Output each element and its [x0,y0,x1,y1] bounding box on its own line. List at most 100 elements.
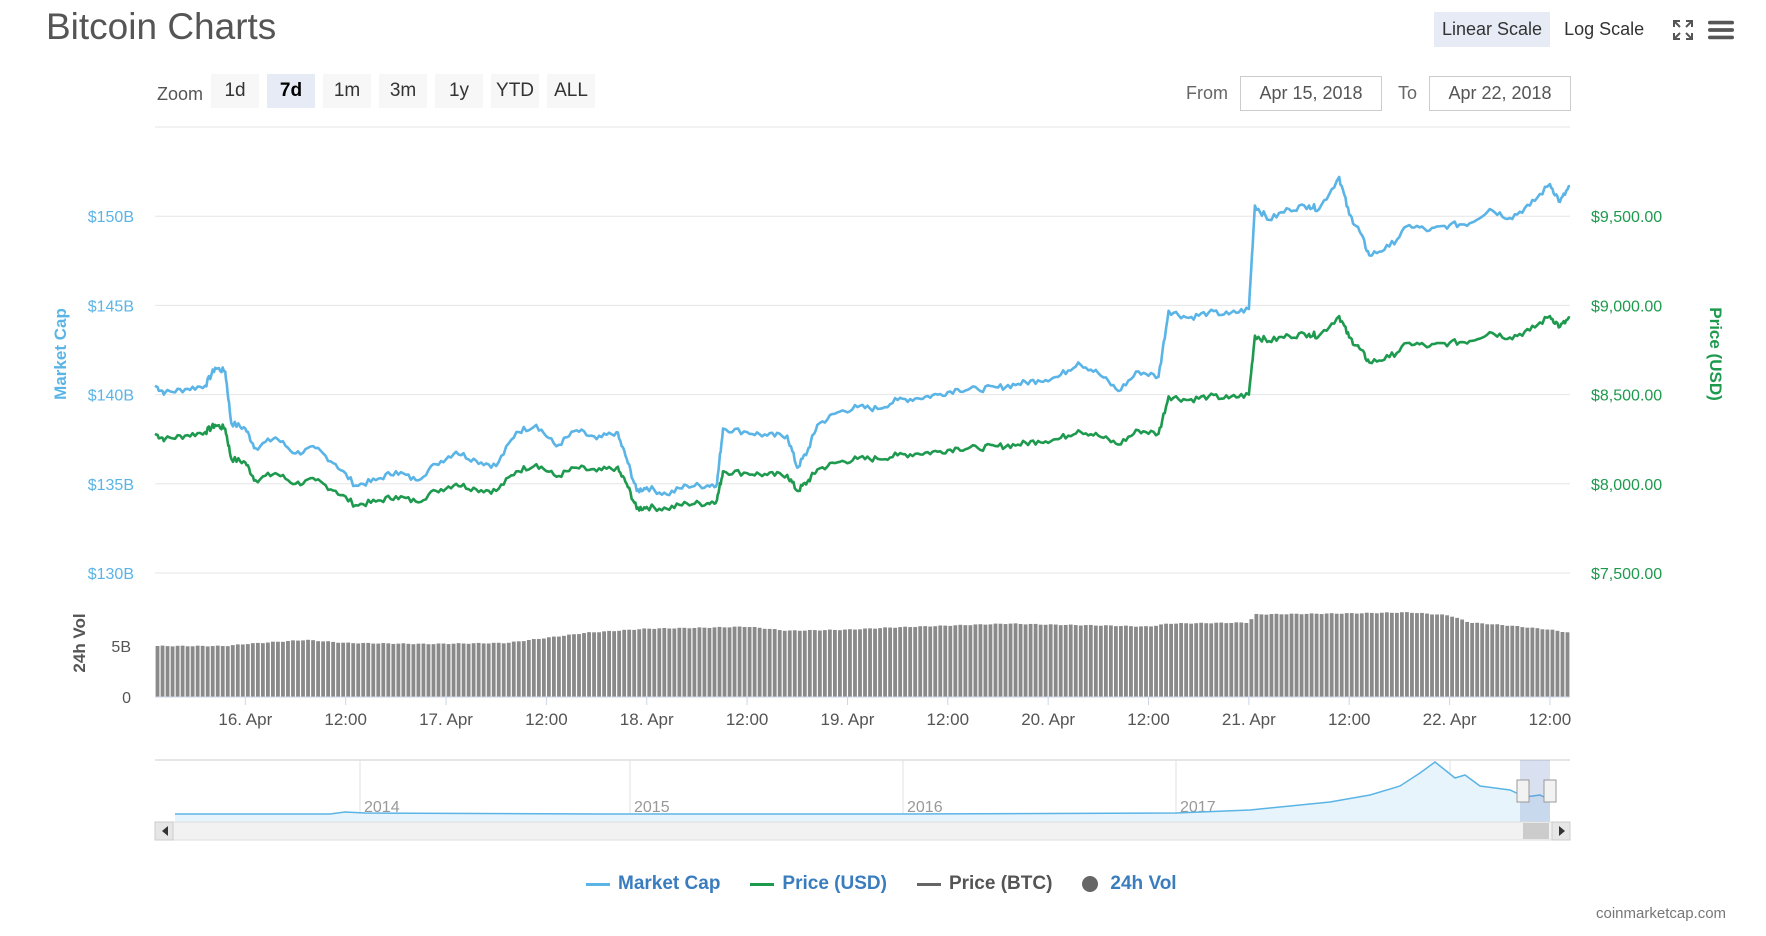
volume-bar [1204,623,1209,697]
navigator-handle-right [1543,779,1557,803]
y-left-tick-label: $135B [88,477,134,494]
zoom-1m-button[interactable]: 1m [323,74,372,108]
volume-bar [762,628,767,697]
volume-bar [1440,614,1444,697]
volume-bar [1420,612,1424,697]
fullscreen-icon[interactable] [1670,17,1696,43]
volume-bar [612,631,617,697]
scroll-left-icon [162,826,168,836]
volume-bar [807,629,812,697]
volume-bar [1224,623,1229,697]
volume-bar [1530,627,1535,697]
legend-line-market-cap [586,882,610,886]
volume-bar [1535,628,1540,697]
volume-bar [767,628,772,697]
volume-bar [271,641,275,697]
volume-bar [592,632,596,697]
menu-icon[interactable] [1708,17,1735,43]
volume-bar [446,644,451,697]
x-tick-label: 12:00 [927,710,970,729]
volume-bar [1189,623,1194,697]
volume-bar [1465,621,1470,697]
volume-bar [230,645,235,697]
volume-bar [712,627,717,697]
volume-bar [361,642,366,697]
volume-bar [200,645,205,697]
volume-bar [351,643,356,697]
to-date-input[interactable]: Apr 22, 2018 [1429,76,1572,111]
volume-bar [717,626,722,697]
source-credit[interactable]: coinmarketcap.com [1596,905,1727,922]
volume-bar [797,630,802,697]
volume-bar [496,642,501,697]
volume-bar [692,627,697,697]
volume-bar [1349,613,1354,697]
volume-bar [898,627,903,697]
volume-bar [1139,626,1143,697]
y-left-axis-title: Market Cap [51,308,70,400]
from-date-input[interactable]: Apr 15, 2018 [1240,76,1382,111]
volume-bar [667,628,672,697]
zoom-ytd-button[interactable]: YTD [491,74,540,108]
volume-bar [1078,625,1083,697]
volume-bar [1119,626,1123,697]
legend-label-24h-vol: 24h Vol [1110,873,1177,894]
y-left-tick-label: $140B [88,388,134,405]
volume-bar [792,630,797,697]
volume-bar [1470,622,1475,697]
volume-bar [431,644,436,697]
volume-bar [1038,624,1043,697]
legend-line-price-btc [916,882,941,886]
legend-price-btc[interactable]: Price (BTC) [916,873,1052,895]
volume-bar [757,627,762,697]
volume-bar [421,643,426,697]
volume-bar [1209,623,1214,697]
volume-bar [848,629,852,697]
y-right-tick-label: $9,000.00 [1591,298,1662,315]
volume-bar [727,627,732,697]
volume-bar [245,644,250,697]
zoom-7d-button[interactable]: 7d [267,74,316,108]
volume-bar [326,641,331,697]
navigator-year-label: 2014 [364,799,400,816]
volume-bar [175,645,180,697]
page-title: Bitcoin Charts [46,6,277,47]
volume-bar [1284,614,1289,697]
zoom-all-button[interactable]: ALL [547,74,596,108]
volume-bar [155,646,160,697]
legend-price-usd[interactable]: Price (USD) [750,873,887,895]
volume-bar [491,642,496,697]
volume-bar [983,624,988,697]
volume-bar [617,630,622,697]
volume-bar [1560,632,1565,697]
volume-bar [381,643,386,697]
volume-bar [366,642,371,697]
x-tick-label: 16. Apr [218,710,272,729]
volume-bar [632,629,637,697]
volume-bar [165,646,170,697]
zoom-3m-button[interactable]: 3m [379,74,428,108]
zoom-1y-button[interactable]: 1y [435,74,484,108]
volume-bar [1445,615,1449,697]
legend-24h-vol[interactable]: 24h Vol [1082,873,1177,895]
volume-bar [346,642,351,697]
log-scale-button[interactable]: Log Scale [1564,19,1645,39]
linear-scale-button[interactable]: Linear Scale [1434,12,1551,47]
legend-market-cap[interactable]: Market Cap [586,873,720,895]
volume-bar [647,628,652,697]
volume-bar [1033,623,1038,697]
volume-bar [311,640,315,697]
volume-bar [451,643,456,697]
x-tick-label: 18. Apr [620,710,674,729]
volume-bar [1329,613,1334,697]
volume-bar [1565,632,1570,697]
zoom-1d-button[interactable]: 1d [211,74,260,108]
volume-bar [461,643,466,697]
x-tick-label: 12:00 [1529,710,1572,729]
legend-line-price-usd [750,882,775,886]
volume-bar [386,643,391,697]
y-right-tick-label: $8,500.00 [1591,388,1662,405]
volume-bar [1229,623,1234,697]
volume-bar [787,630,792,697]
